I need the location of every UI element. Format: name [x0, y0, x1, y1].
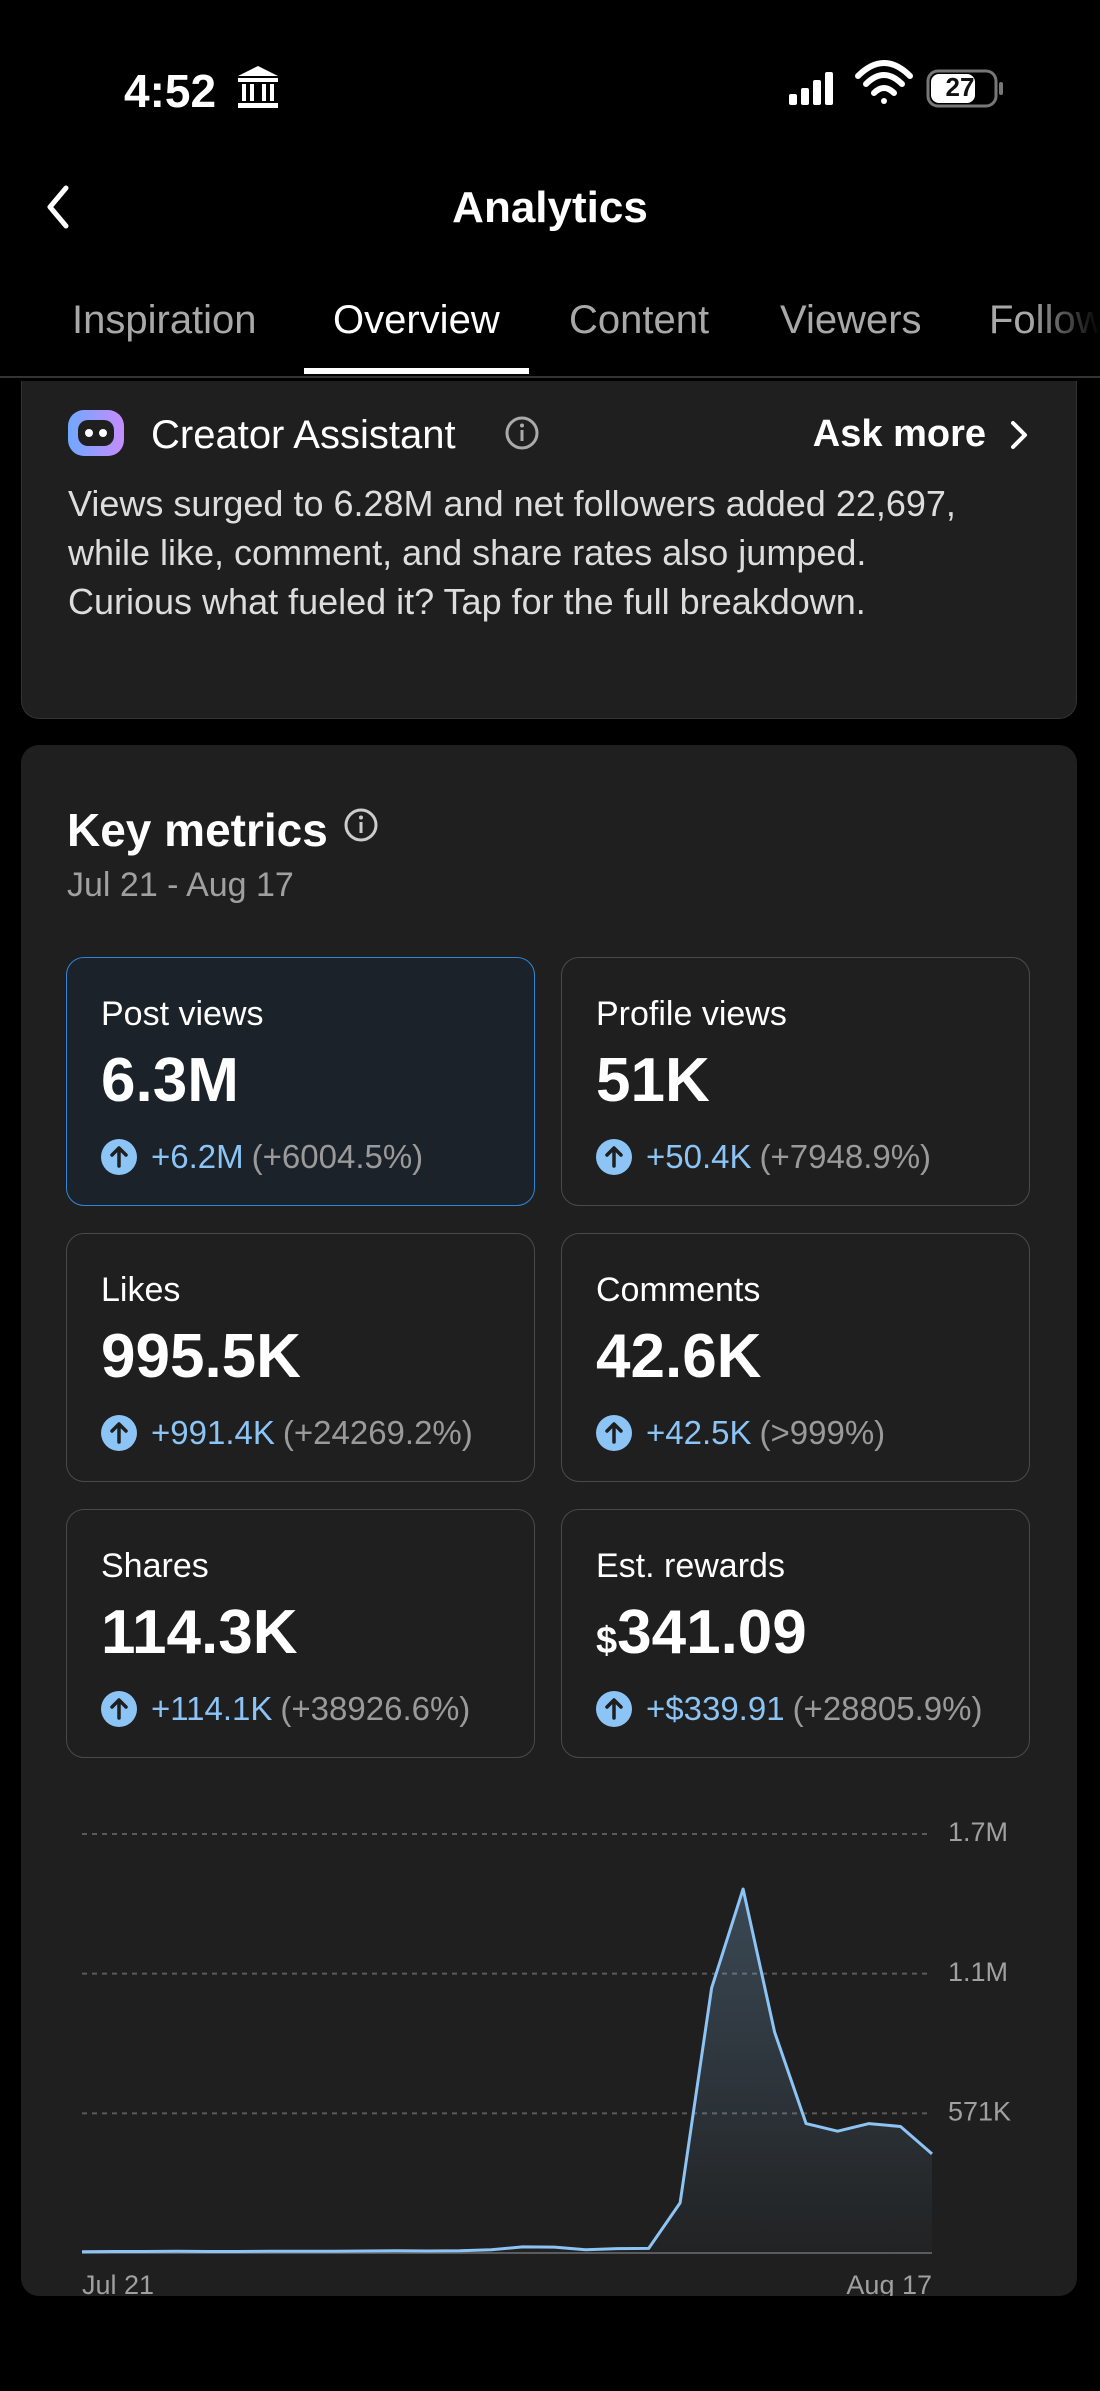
percent: (+6004.5%): [251, 1138, 424, 1175]
metric-card[interactable]: Likes 995.5K +991.4K (+24269.2%): [66, 1233, 535, 1482]
tab-bar: InspirationOverviewContentViewersFollowe…: [0, 296, 1100, 378]
metric-card[interactable]: Est. rewards $341.09 +$339.91 (+28805.9%): [561, 1509, 1030, 1758]
metric-label: Profile views: [596, 995, 787, 1033]
up-icon: [101, 1139, 137, 1175]
key-metrics-title: Key metrics: [67, 804, 328, 856]
tab[interactable]: Overview: [333, 298, 500, 342]
metric-change: +6.2M (+6004.5%): [101, 1138, 423, 1176]
metric-change: +$339.91 (+28805.9%): [596, 1690, 982, 1728]
battery-icon: 27: [926, 69, 1003, 108]
change: +$339.91: [646, 1690, 785, 1727]
metric-card[interactable]: Post views 6.3M +6.2M (+6004.5%): [66, 957, 535, 1206]
currency: $: [596, 1620, 618, 1662]
back-button[interactable]: [40, 182, 90, 232]
value: 51K: [596, 1046, 710, 1115]
percent: (+38926.6%): [280, 1690, 471, 1727]
y-tick-label: 1.1M: [948, 1957, 1008, 1987]
change: +6.2M: [151, 1138, 244, 1175]
metric-label: Likes: [101, 1271, 181, 1309]
y-tick-label: 571K: [948, 2096, 1011, 2126]
tab[interactable]: Inspiration: [72, 298, 257, 342]
metric-value: 51K: [596, 1045, 710, 1116]
x-tick-label: Jul 21: [82, 2270, 154, 2296]
value: 995.5K: [101, 1322, 301, 1391]
date-range: Jul 21 - Aug 17: [67, 866, 294, 904]
tab[interactable]: Viewers: [780, 298, 922, 342]
metric-value: 114.3K: [101, 1597, 298, 1668]
metric-value: 42.6K: [596, 1321, 761, 1392]
signal-icon: [789, 72, 833, 105]
y-tick-label: 1.7M: [948, 1817, 1008, 1847]
up-icon: [596, 1415, 632, 1451]
bank-icon: [238, 66, 278, 108]
tab-underline: [304, 368, 529, 374]
up-icon: [596, 1691, 632, 1727]
metric-change: +114.1K (+38926.6%): [101, 1690, 470, 1728]
tab-fade: [1030, 270, 1100, 374]
change: +114.1K: [151, 1690, 273, 1727]
tab[interactable]: Content: [569, 298, 710, 342]
info-icon[interactable]: [343, 807, 379, 843]
line: [81, 1887, 933, 2254]
page-title: Analytics: [452, 183, 648, 232]
tab-divider: [0, 376, 1100, 378]
change: +991.4K: [151, 1414, 275, 1451]
x-tick-label: Aug 17: [846, 2270, 932, 2296]
metric-label: Shares: [101, 1547, 209, 1585]
value: 6.3M: [101, 1046, 239, 1115]
area: [82, 1889, 932, 2253]
up-icon: [596, 1139, 632, 1175]
metric-card[interactable]: Profile views 51K +50.4K (+7948.9%): [561, 957, 1030, 1206]
assistant-card[interactable]: Creator Assistant Ask more Views surged …: [21, 381, 1077, 719]
change: +42.5K: [646, 1414, 752, 1451]
change: +50.4K: [646, 1138, 752, 1175]
metric-card[interactable]: Shares 114.3K +114.1K (+38926.6%): [66, 1509, 535, 1758]
metric-change: +991.4K (+24269.2%): [101, 1414, 473, 1452]
value: 341.09: [617, 1598, 807, 1667]
battery-level: 27: [946, 72, 975, 102]
assistant-title: Creator Assistant: [151, 413, 456, 457]
metric-value: 6.3M: [101, 1045, 239, 1116]
percent: (+28805.9%): [792, 1690, 983, 1727]
assistant-icon: [68, 410, 124, 456]
ask-more-button[interactable]: Ask more: [812, 413, 986, 455]
value: 42.6K: [596, 1322, 762, 1391]
value: 114.3K: [101, 1598, 298, 1667]
chart: 571K 1.1M 1.7M Jul 21 Aug 17: [81, 1817, 1011, 2296]
up-icon: [101, 1415, 137, 1451]
metric-label: Comments: [596, 1271, 761, 1309]
metric-change: +50.4K (+7948.9%): [596, 1138, 931, 1176]
wifi-icon: [855, 60, 913, 104]
assistant-text: Views surged to 6.28M and net followers …: [68, 483, 956, 622]
percent: (>999%): [759, 1414, 886, 1451]
status-icons: 27: [238, 60, 1003, 108]
metric-value: 995.5K: [101, 1321, 301, 1392]
percent: (+7948.9%): [759, 1138, 932, 1175]
metric-change: +42.5K (>999%): [596, 1414, 885, 1452]
up-icon: [101, 1691, 137, 1727]
info-icon[interactable]: [504, 415, 540, 451]
percent: (+24269.2%): [282, 1414, 473, 1451]
metric-value: $341.09: [596, 1597, 807, 1668]
metric-card[interactable]: Comments 42.6K +42.5K (>999%): [561, 1233, 1030, 1482]
metric-label: Est. rewards: [596, 1547, 785, 1585]
metric-label: Post views: [101, 995, 264, 1033]
chevron-icon: [1011, 421, 1027, 449]
key-metrics-card: Key metrics Jul 21 - Aug 17 571K 1.1M 1.7M…: [21, 745, 1077, 2296]
status-time: 4:52: [124, 65, 217, 117]
